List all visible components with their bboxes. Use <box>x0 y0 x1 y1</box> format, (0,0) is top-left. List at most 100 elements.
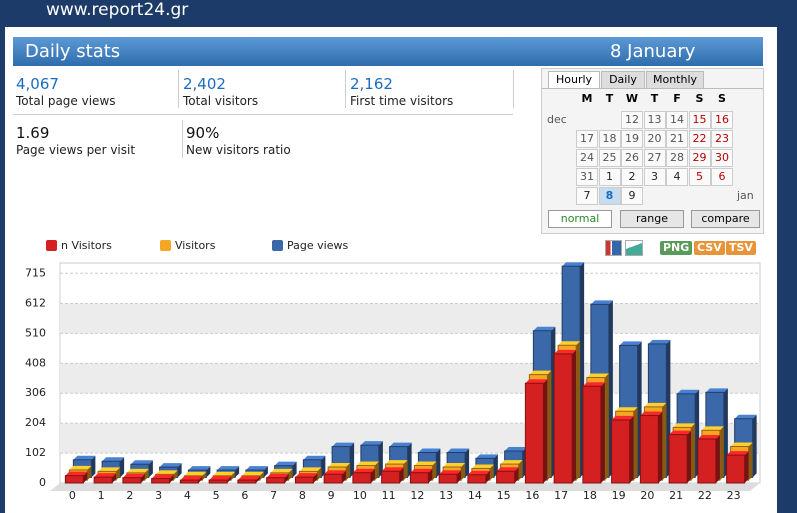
day[interactable]: 28 <box>666 149 688 167</box>
bar-top <box>245 466 268 471</box>
day[interactable]: 7 <box>576 187 598 205</box>
x-tick-label: 4 <box>184 489 191 502</box>
title: Daily stats <box>25 41 121 62</box>
bar-side <box>206 466 211 478</box>
weekday: M <box>581 92 593 105</box>
day[interactable]: 26 <box>621 149 643 167</box>
grid-band <box>60 363 760 394</box>
bar-side <box>719 426 724 481</box>
bar-side <box>140 473 145 483</box>
day[interactable]: 12 <box>621 111 643 129</box>
bar-top <box>266 473 289 478</box>
bar-top <box>126 468 149 473</box>
bar-top <box>558 341 581 346</box>
day[interactable]: 2 <box>621 168 643 186</box>
button[interactable]: range <box>620 210 684 228</box>
day[interactable]: 8 <box>598 187 621 205</box>
month-label: jan <box>737 189 754 202</box>
export-button[interactable]: TSV <box>726 241 756 255</box>
bar-side <box>370 468 375 483</box>
day[interactable]: 13 <box>643 111 666 129</box>
day[interactable]: 6 <box>711 168 733 186</box>
day[interactable]: 25 <box>598 149 621 167</box>
bar-side <box>572 349 577 483</box>
bar-side <box>374 461 379 481</box>
bar-top <box>213 471 236 476</box>
bar <box>639 415 659 484</box>
day[interactable]: 15 <box>688 111 711 129</box>
bar-side <box>378 441 383 478</box>
y-tick-label: 510 <box>25 326 46 339</box>
day[interactable]: 31 <box>576 168 598 186</box>
x-tick-label: 8 <box>299 489 306 502</box>
export-button[interactable]: CSV <box>694 241 725 255</box>
chart-icon[interactable] <box>605 240 622 256</box>
bar <box>266 477 286 484</box>
bar-top <box>475 454 498 459</box>
day[interactable]: 22 <box>688 130 711 148</box>
day[interactable]: 1 <box>598 168 621 186</box>
x-tick-label: 22 <box>698 489 712 502</box>
day[interactable]: 24 <box>576 149 598 167</box>
bar-top <box>697 435 720 439</box>
bar-side <box>543 379 548 483</box>
day[interactable]: 16 <box>711 111 733 129</box>
x-tick-label: 2 <box>126 489 133 502</box>
chart-icon[interactable] <box>625 240 643 256</box>
day[interactable]: 18 <box>598 130 621 148</box>
bar-top <box>533 326 556 331</box>
day[interactable]: 4 <box>666 168 688 186</box>
bar-side <box>148 460 153 478</box>
day[interactable]: 17 <box>576 130 598 148</box>
bar-side <box>173 470 178 481</box>
button[interactable]: compare <box>691 210 760 228</box>
x-tick-label: 14 <box>468 489 482 502</box>
bar-side <box>120 457 125 478</box>
tab[interactable]: Hourly <box>548 71 600 89</box>
export-button[interactable]: PNG <box>660 241 693 255</box>
day[interactable]: 19 <box>621 130 643 148</box>
bar <box>381 470 401 484</box>
y-tick-label: 0 <box>39 476 46 489</box>
bar-top <box>496 467 519 472</box>
button[interactable]: normal <box>548 210 612 228</box>
bar <box>237 479 257 484</box>
bar-top <box>677 389 700 394</box>
bar-top <box>151 474 174 479</box>
bar <box>208 479 228 484</box>
bar-top <box>237 476 260 481</box>
tab[interactable]: Daily <box>601 71 645 89</box>
day[interactable]: 23 <box>711 130 733 148</box>
bar-side <box>231 471 236 481</box>
day[interactable]: 21 <box>666 130 688 148</box>
day[interactable]: 5 <box>688 168 711 186</box>
bar-side <box>317 467 322 481</box>
bar-side <box>202 471 207 481</box>
day[interactable]: 3 <box>643 168 666 186</box>
bar-top <box>389 442 412 447</box>
bar-top <box>180 476 203 481</box>
bar-top <box>615 407 638 412</box>
divider <box>345 70 346 108</box>
bar-top <box>673 423 696 428</box>
bar <box>352 472 372 484</box>
x-tick-label: 21 <box>669 489 683 502</box>
bar-side <box>547 370 552 481</box>
x-tick-label: 19 <box>612 489 626 502</box>
grid-band <box>60 303 760 334</box>
day[interactable]: 27 <box>643 149 666 167</box>
bar <box>64 475 84 484</box>
day[interactable]: 14 <box>666 111 688 129</box>
bar-top <box>471 464 494 469</box>
bar <box>553 353 573 484</box>
bar-top <box>324 470 347 475</box>
day[interactable]: 9 <box>621 187 643 205</box>
day[interactable]: 29 <box>688 149 711 167</box>
day[interactable]: 30 <box>711 149 733 167</box>
tab[interactable]: Monthly <box>646 71 704 89</box>
bar-top <box>726 451 749 456</box>
day[interactable]: 20 <box>643 130 666 148</box>
bar-side <box>112 473 117 483</box>
divider <box>182 120 183 158</box>
bar-top <box>381 467 404 472</box>
